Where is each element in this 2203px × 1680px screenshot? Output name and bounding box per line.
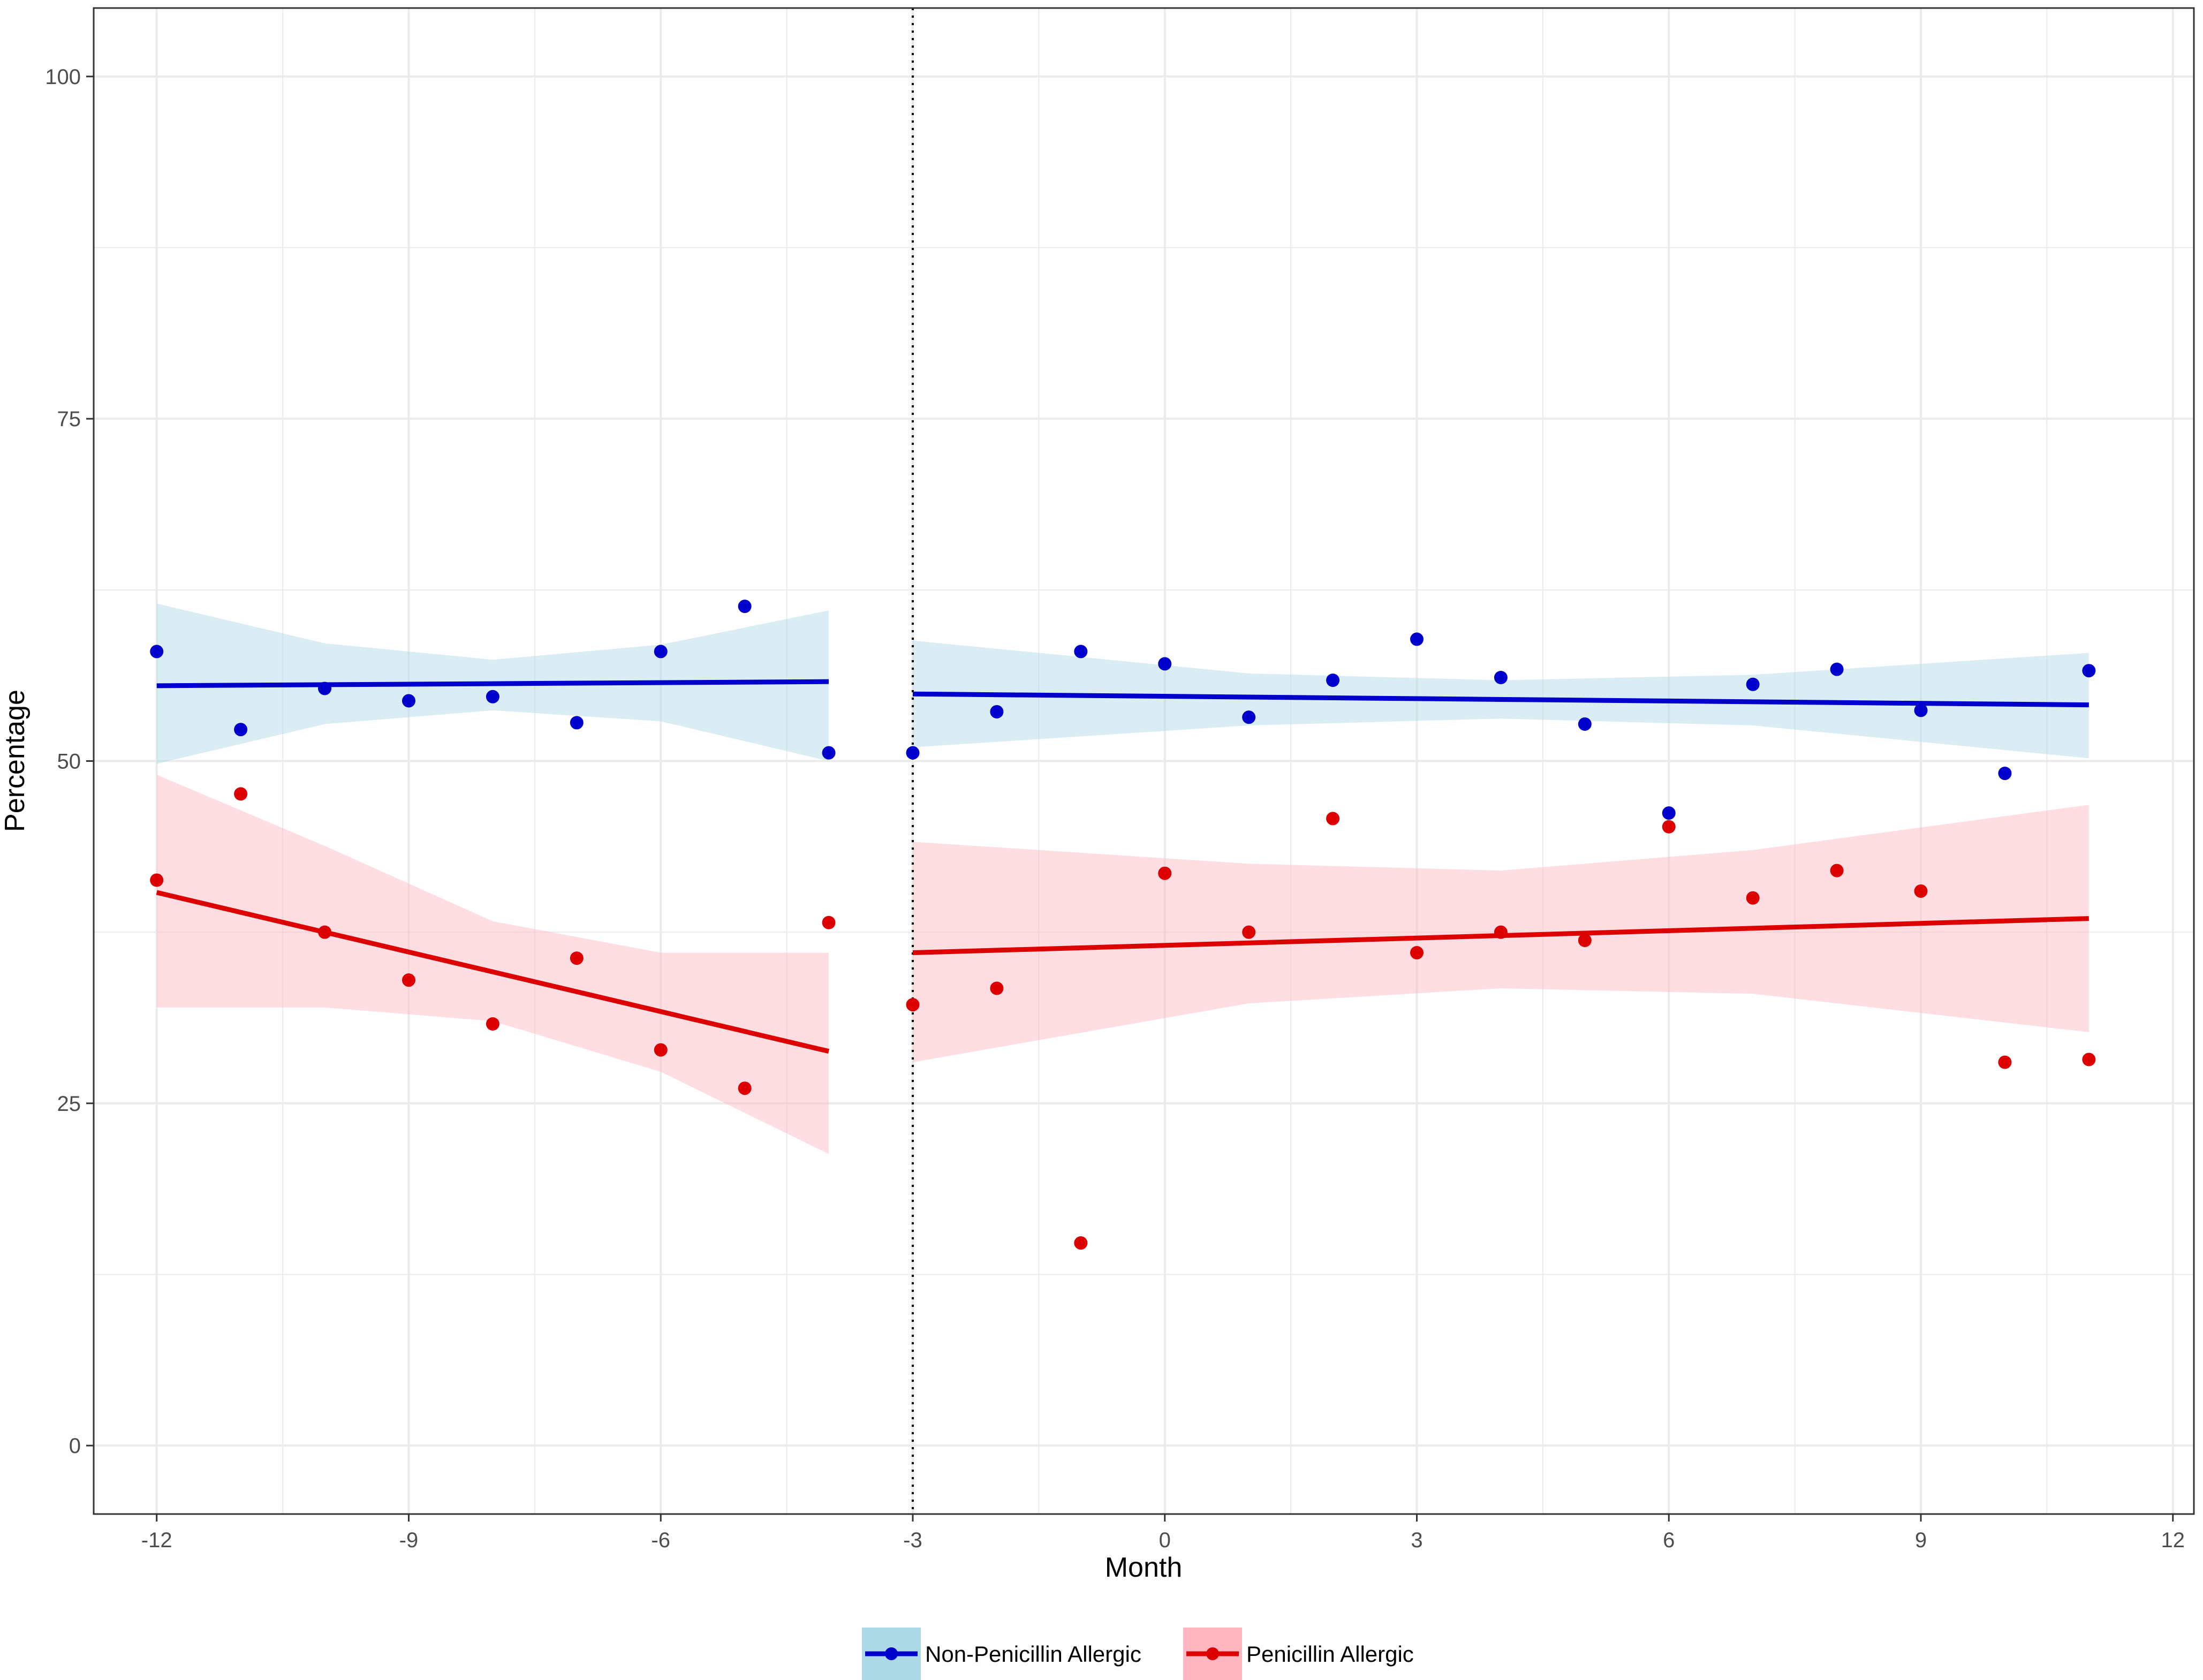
y-axis-title: Percentage xyxy=(0,690,31,832)
data-point-non-penicillin xyxy=(1578,717,1592,731)
data-point-penicillin xyxy=(1410,946,1424,960)
legend-point-penicillin xyxy=(1206,1647,1219,1660)
regression-line-non-penicillin-post xyxy=(912,691,2089,708)
data-point-non-penicillin xyxy=(1158,657,1172,671)
x-tick-label: 6 xyxy=(1663,1528,1675,1552)
data-point-penicillin xyxy=(1914,884,1928,898)
data-point-non-penicillin xyxy=(570,716,584,730)
data-point-non-penicillin xyxy=(906,746,920,760)
data-point-non-penicillin xyxy=(1830,662,1844,676)
data-point-non-penicillin xyxy=(318,682,332,695)
data-point-penicillin xyxy=(486,1017,499,1031)
data-point-non-penicillin xyxy=(1326,673,1340,687)
data-point-penicillin xyxy=(1494,925,1508,939)
data-point-non-penicillin xyxy=(402,694,415,708)
x-tick-label: 9 xyxy=(1915,1528,1927,1552)
legend-label-non-penicillin: Non-Penicillin Allergic xyxy=(925,1641,1141,1667)
regression-line-non-penicillin-pre xyxy=(156,679,829,688)
data-point-penicillin xyxy=(990,981,1004,995)
confidence-band-penicillin-pre xyxy=(156,775,829,1154)
data-point-non-penicillin xyxy=(1410,632,1424,646)
data-point-penicillin xyxy=(1326,812,1340,826)
data-point-penicillin xyxy=(1242,925,1256,939)
data-point-non-penicillin xyxy=(822,746,836,760)
x-tick-label: 0 xyxy=(1159,1528,1171,1552)
legend-point-non-penicillin xyxy=(885,1647,898,1660)
major-gridlines xyxy=(94,8,2194,1514)
legend: Non-Penicillin Allergic Penicillin Aller… xyxy=(862,1628,1414,1680)
data-point-penicillin xyxy=(234,787,248,801)
data-point-non-penicillin xyxy=(654,645,668,659)
data-point-non-penicillin xyxy=(234,723,248,737)
data-point-penicillin xyxy=(1998,1055,2012,1069)
data-point-penicillin xyxy=(150,873,164,887)
data-point-penicillin xyxy=(1746,891,1760,905)
y-tick-label: 25 xyxy=(57,1092,81,1116)
data-point-penicillin xyxy=(1662,820,1676,834)
x-axis-title: Month xyxy=(1105,1552,1183,1583)
data-point-non-penicillin xyxy=(738,600,752,614)
data-point-non-penicillin xyxy=(1494,671,1508,685)
data-point-non-penicillin xyxy=(1998,767,2012,781)
data-point-penicillin xyxy=(570,951,584,965)
data-point-penicillin xyxy=(738,1081,752,1095)
data-point-penicillin xyxy=(402,973,415,987)
x-tick-label: 3 xyxy=(1411,1528,1422,1552)
x-tick-label: -6 xyxy=(651,1528,670,1552)
legend-label-penicillin: Penicillin Allergic xyxy=(1246,1641,1414,1667)
data-points xyxy=(150,600,2096,1250)
x-axis: -12 -9 -6 -3 0 3 6 9 12 xyxy=(141,1514,2185,1552)
y-tick-label: 75 xyxy=(57,407,81,431)
data-point-non-penicillin xyxy=(2082,664,2096,678)
y-tick-label: 100 xyxy=(45,65,81,89)
regression-line-penicillin-pre xyxy=(156,890,830,1054)
y-axis: 0 25 50 75 100 xyxy=(45,65,94,1458)
x-tick-label: 12 xyxy=(2161,1528,2185,1552)
x-tick-label: -9 xyxy=(399,1528,419,1552)
data-point-penicillin xyxy=(318,925,332,939)
data-point-penicillin xyxy=(1578,934,1592,948)
data-point-penicillin xyxy=(1830,864,1844,877)
data-point-penicillin xyxy=(1074,1236,1088,1250)
data-point-non-penicillin xyxy=(990,705,1004,718)
data-point-non-penicillin xyxy=(1746,677,1760,691)
data-point-non-penicillin xyxy=(486,690,499,703)
data-point-penicillin xyxy=(906,998,920,1012)
data-point-penicillin xyxy=(2082,1053,2096,1066)
data-point-penicillin xyxy=(822,915,836,929)
data-point-non-penicillin xyxy=(150,645,164,659)
data-point-non-penicillin xyxy=(1242,710,1256,724)
y-tick-label: 50 xyxy=(57,750,81,774)
x-tick-label: -3 xyxy=(903,1528,922,1552)
data-point-penicillin xyxy=(654,1043,668,1057)
data-point-penicillin xyxy=(1158,866,1172,880)
data-point-non-penicillin xyxy=(1662,806,1676,820)
x-tick-label: -12 xyxy=(141,1528,172,1552)
data-point-non-penicillin xyxy=(1914,703,1928,717)
y-tick-label: 0 xyxy=(69,1434,81,1458)
data-point-non-penicillin xyxy=(1074,645,1088,659)
